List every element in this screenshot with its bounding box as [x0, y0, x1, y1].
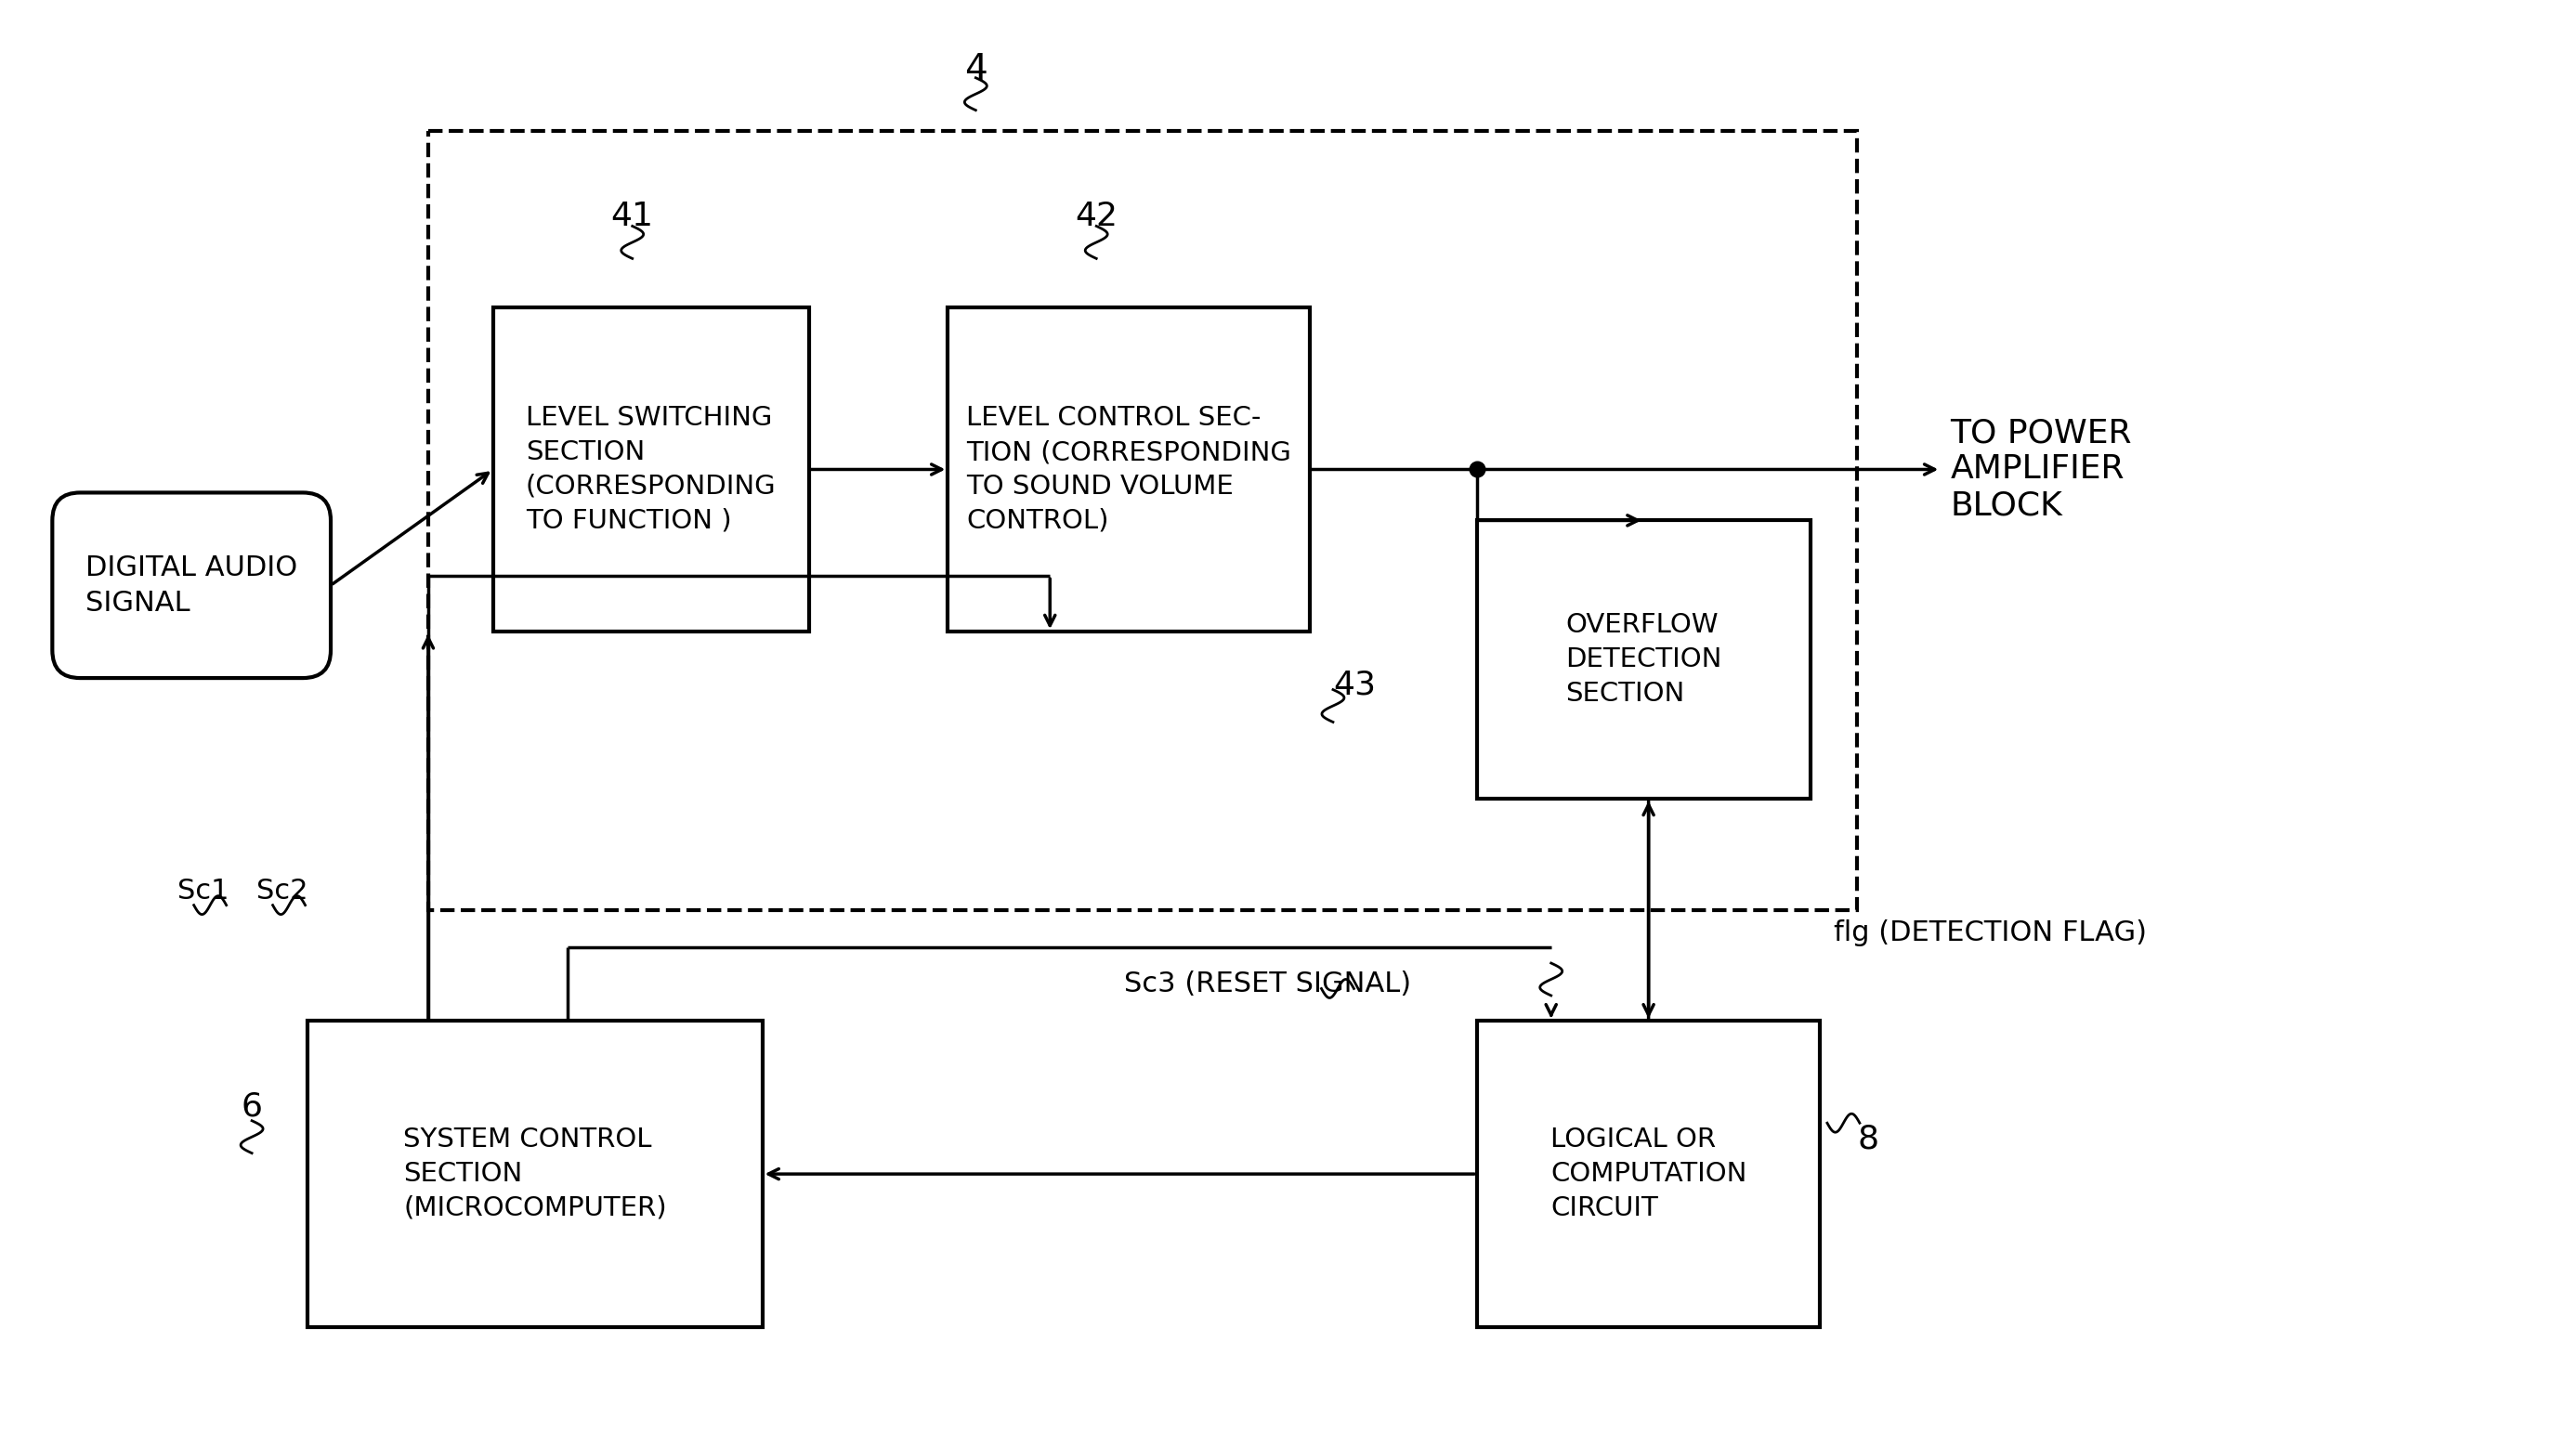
Text: 41: 41 [611, 201, 654, 232]
Text: Sc3 (RESET SIGNAL): Sc3 (RESET SIGNAL) [1123, 970, 1412, 997]
FancyBboxPatch shape [1476, 520, 1811, 798]
Text: flg (DETECTION FLAG): flg (DETECTION FLAG) [1834, 920, 2148, 946]
Text: 8: 8 [1857, 1123, 1878, 1155]
Text: OVERFLOW
DETECTION
SECTION: OVERFLOW DETECTION SECTION [1566, 612, 1723, 706]
Text: 42: 42 [1074, 201, 1118, 232]
Text: Sc1: Sc1 [178, 878, 229, 904]
FancyBboxPatch shape [948, 307, 1309, 632]
Text: Sc2: Sc2 [258, 878, 309, 904]
Text: SYSTEM CONTROL
SECTION
(MICROCOMPUTER): SYSTEM CONTROL SECTION (MICROCOMPUTER) [404, 1126, 667, 1221]
Text: 43: 43 [1332, 669, 1376, 701]
FancyBboxPatch shape [1476, 1022, 1821, 1327]
FancyBboxPatch shape [492, 307, 809, 632]
FancyBboxPatch shape [52, 493, 330, 678]
Text: LEVEL CONTROL SEC-
TION (CORRESPONDING
TO SOUND VOLUME
CONTROL): LEVEL CONTROL SEC- TION (CORRESPONDING T… [966, 406, 1291, 533]
Text: 6: 6 [242, 1091, 263, 1122]
Text: LOGICAL OR
COMPUTATION
CIRCUIT: LOGICAL OR COMPUTATION CIRCUIT [1551, 1126, 1747, 1221]
Text: LEVEL SWITCHING
SECTION
(CORRESPONDING
TO FUNCTION ): LEVEL SWITCHING SECTION (CORRESPONDING T… [526, 406, 775, 533]
Text: TO POWER
AMPLIFIER
BLOCK: TO POWER AMPLIFIER BLOCK [1950, 417, 2133, 522]
Text: DIGITAL AUDIO
SIGNAL: DIGITAL AUDIO SIGNAL [85, 555, 299, 616]
Text: 4: 4 [963, 52, 987, 87]
FancyBboxPatch shape [307, 1022, 762, 1327]
